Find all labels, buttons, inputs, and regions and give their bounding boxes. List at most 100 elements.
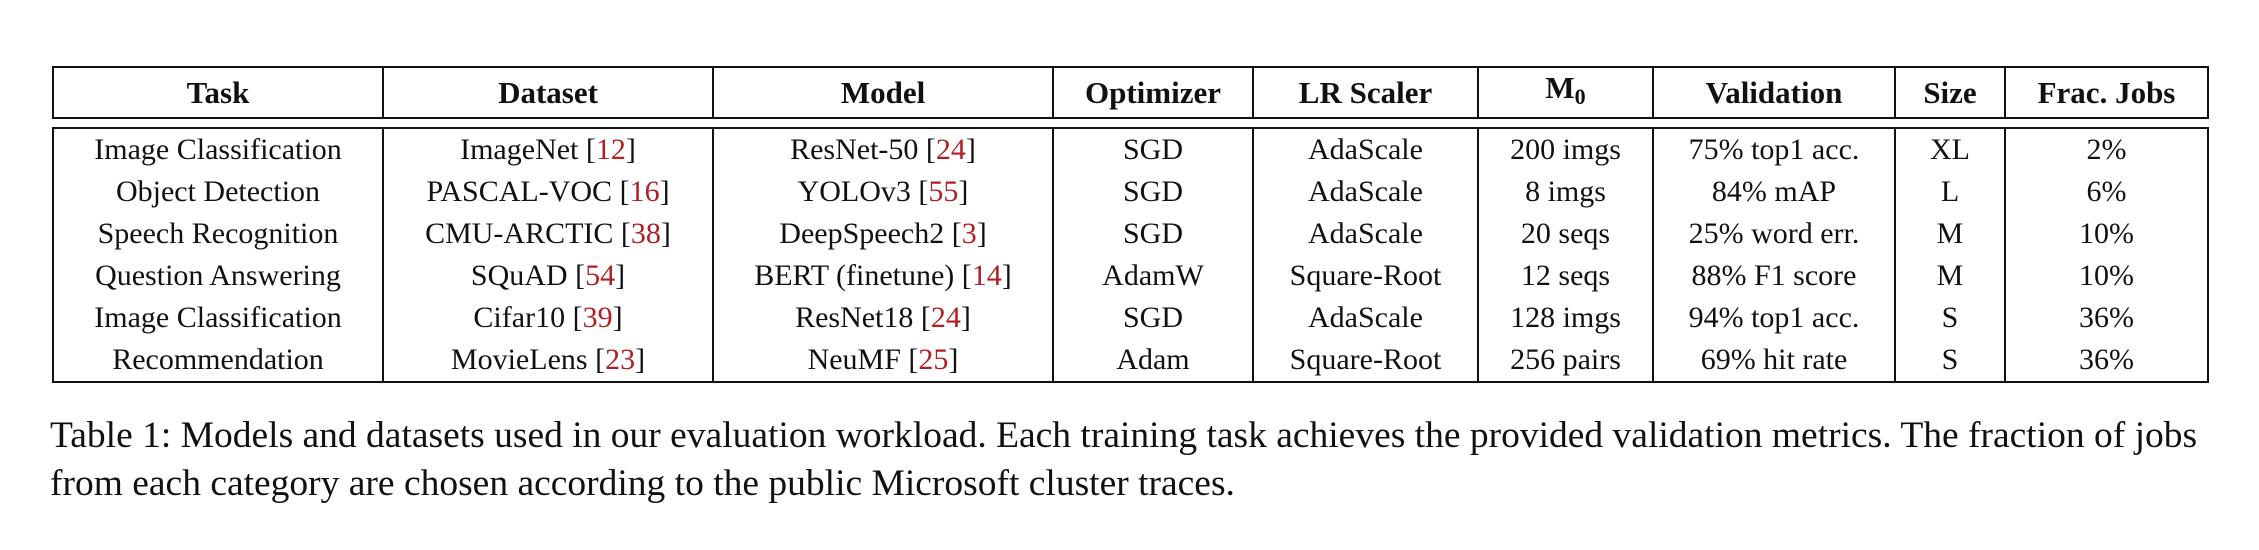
cell-model: ResNet18 [24] — [712, 297, 1054, 339]
dataset-name: CMU-ARCTIC — [425, 217, 621, 250]
cell-dataset: ImageNet [12] — [382, 127, 714, 171]
cell-dataset: PASCAL-VOC [16] — [382, 171, 714, 213]
model-citation[interactable]: 14 — [971, 259, 1002, 292]
cell-model: ResNet-50 [24] — [712, 127, 1054, 171]
dataset-name: Cifar10 — [473, 301, 573, 334]
model-citation[interactable]: 24 — [935, 133, 966, 166]
header-validation: Validation — [1652, 66, 1896, 119]
table-row: Speech Recognition CMU-ARCTIC [38] DeepS… — [52, 213, 2209, 255]
table-row: Image Classification Cifar10 [39] ResNet… — [52, 297, 2209, 339]
dataset-citation[interactable]: 54 — [585, 259, 616, 292]
header-m0-sub: 0 — [1574, 84, 1586, 109]
dataset-name: SQuAD — [470, 259, 576, 292]
cell-optimizer: SGD — [1052, 213, 1254, 255]
cell-lr-scaler: AdaScale — [1252, 213, 1479, 255]
cell-dataset: MovieLens [23] — [382, 339, 714, 383]
cell-lr-scaler: Square-Root — [1252, 255, 1479, 297]
cell-lr-scaler: AdaScale — [1252, 127, 1479, 171]
cell-model: YOLOv3 [55] — [712, 171, 1054, 213]
header-lr-scaler: LR Scaler — [1252, 66, 1479, 119]
cell-frac: 10% — [2004, 213, 2209, 255]
model-citation[interactable]: 3 — [961, 217, 977, 250]
cell-optimizer: SGD — [1052, 127, 1254, 171]
cell-validation: 88% F1 score — [1652, 255, 1896, 297]
model-name: DeepSpeech2 — [779, 217, 952, 250]
cell-m0: 128 imgs — [1477, 297, 1654, 339]
table-header-row: Task Dataset Model Optimizer LR Scaler M… — [52, 66, 2209, 119]
model-name: BERT (finetune) — [754, 259, 962, 292]
cell-m0: 12 seqs — [1477, 255, 1654, 297]
workload-table: Task Dataset Model Optimizer LR Scaler M… — [52, 66, 2209, 383]
table-caption: Table 1: Models and datasets used in our… — [50, 415, 2198, 504]
cell-task: Question Answering — [52, 255, 384, 297]
cell-model: DeepSpeech2 [3] — [712, 213, 1054, 255]
cell-frac: 36% — [2004, 297, 2209, 339]
cell-validation: 94% top1 acc. — [1652, 297, 1896, 339]
table-row: Recommendation MovieLens [23] NeuMF [25]… — [52, 339, 2209, 383]
header-model: Model — [712, 66, 1054, 119]
header-frac-jobs: Frac. Jobs — [2004, 66, 2209, 119]
dataset-citation[interactable]: 38 — [630, 217, 661, 250]
cell-m0: 20 seqs — [1477, 213, 1654, 255]
table-row: Image Classification ImageNet [12] ResNe… — [52, 127, 2209, 171]
model-citation[interactable]: 25 — [918, 343, 949, 376]
cell-optimizer: Adam — [1052, 339, 1254, 383]
dataset-citation[interactable]: 39 — [582, 301, 613, 334]
cell-task: Recommendation — [52, 339, 384, 383]
header-m0: M0 — [1477, 66, 1654, 119]
header-dataset: Dataset — [382, 66, 714, 119]
cell-frac: 2% — [2004, 127, 2209, 171]
cell-task: Speech Recognition — [52, 213, 384, 255]
model-name: ResNet18 — [795, 301, 921, 334]
header-size: Size — [1894, 66, 2006, 119]
cell-validation: 25% word err. — [1652, 213, 1896, 255]
cell-size: M — [1894, 255, 2006, 297]
cell-model: BERT (finetune) [14] — [712, 255, 1054, 297]
cell-dataset: CMU-ARCTIC [38] — [382, 213, 714, 255]
model-name: ResNet-50 — [790, 133, 926, 166]
cell-dataset: Cifar10 [39] — [382, 297, 714, 339]
cell-optimizer: SGD — [1052, 297, 1254, 339]
cell-optimizer: AdamW — [1052, 255, 1254, 297]
cell-lr-scaler: AdaScale — [1252, 171, 1479, 213]
cell-task: Object Detection — [52, 171, 384, 213]
cell-size: S — [1894, 297, 2006, 339]
cell-task: Image Classification — [52, 297, 384, 339]
model-name: NeuMF — [807, 343, 909, 376]
model-citation[interactable]: 24 — [930, 301, 961, 334]
cell-task: Image Classification — [52, 127, 384, 171]
cell-size: XL — [1894, 127, 2006, 171]
dataset-citation[interactable]: 12 — [595, 133, 626, 166]
dataset-citation[interactable]: 23 — [605, 343, 636, 376]
header-gap — [53, 118, 2208, 128]
cell-optimizer: SGD — [1052, 171, 1254, 213]
dataset-name: ImageNet — [460, 133, 586, 166]
cell-frac: 10% — [2004, 255, 2209, 297]
cell-size: M — [1894, 213, 2006, 255]
header-optimizer: Optimizer — [1052, 66, 1254, 119]
cell-lr-scaler: Square-Root — [1252, 339, 1479, 383]
cell-m0: 256 pairs — [1477, 339, 1654, 383]
table-row: Object Detection PASCAL-VOC [16] YOLOv3 … — [52, 171, 2209, 213]
cell-model: NeuMF [25] — [712, 339, 1054, 383]
cell-frac: 36% — [2004, 339, 2209, 383]
header-m0-base: M — [1545, 70, 1575, 105]
dataset-name: PASCAL-VOC — [426, 175, 620, 208]
model-citation[interactable]: 55 — [928, 175, 959, 208]
table-row: Question Answering SQuAD [54] BERT (fine… — [52, 255, 2209, 297]
cell-size: L — [1894, 171, 2006, 213]
dataset-name: MovieLens — [450, 343, 596, 376]
header-task: Task — [52, 66, 384, 119]
cell-frac: 6% — [2004, 171, 2209, 213]
cell-validation: 84% mAP — [1652, 171, 1896, 213]
table-body: Image Classification ImageNet [12] ResNe… — [52, 127, 2209, 383]
workload-table-container: Task Dataset Model Optimizer LR Scaler M… — [52, 66, 2209, 383]
cell-lr-scaler: AdaScale — [1252, 297, 1479, 339]
cell-size: S — [1894, 339, 2006, 383]
cell-m0: 8 imgs — [1477, 171, 1654, 213]
cell-validation: 69% hit rate — [1652, 339, 1896, 383]
cell-validation: 75% top1 acc. — [1652, 127, 1896, 171]
model-name: YOLOv3 — [797, 175, 919, 208]
cell-m0: 200 imgs — [1477, 127, 1654, 171]
dataset-citation[interactable]: 16 — [629, 175, 660, 208]
